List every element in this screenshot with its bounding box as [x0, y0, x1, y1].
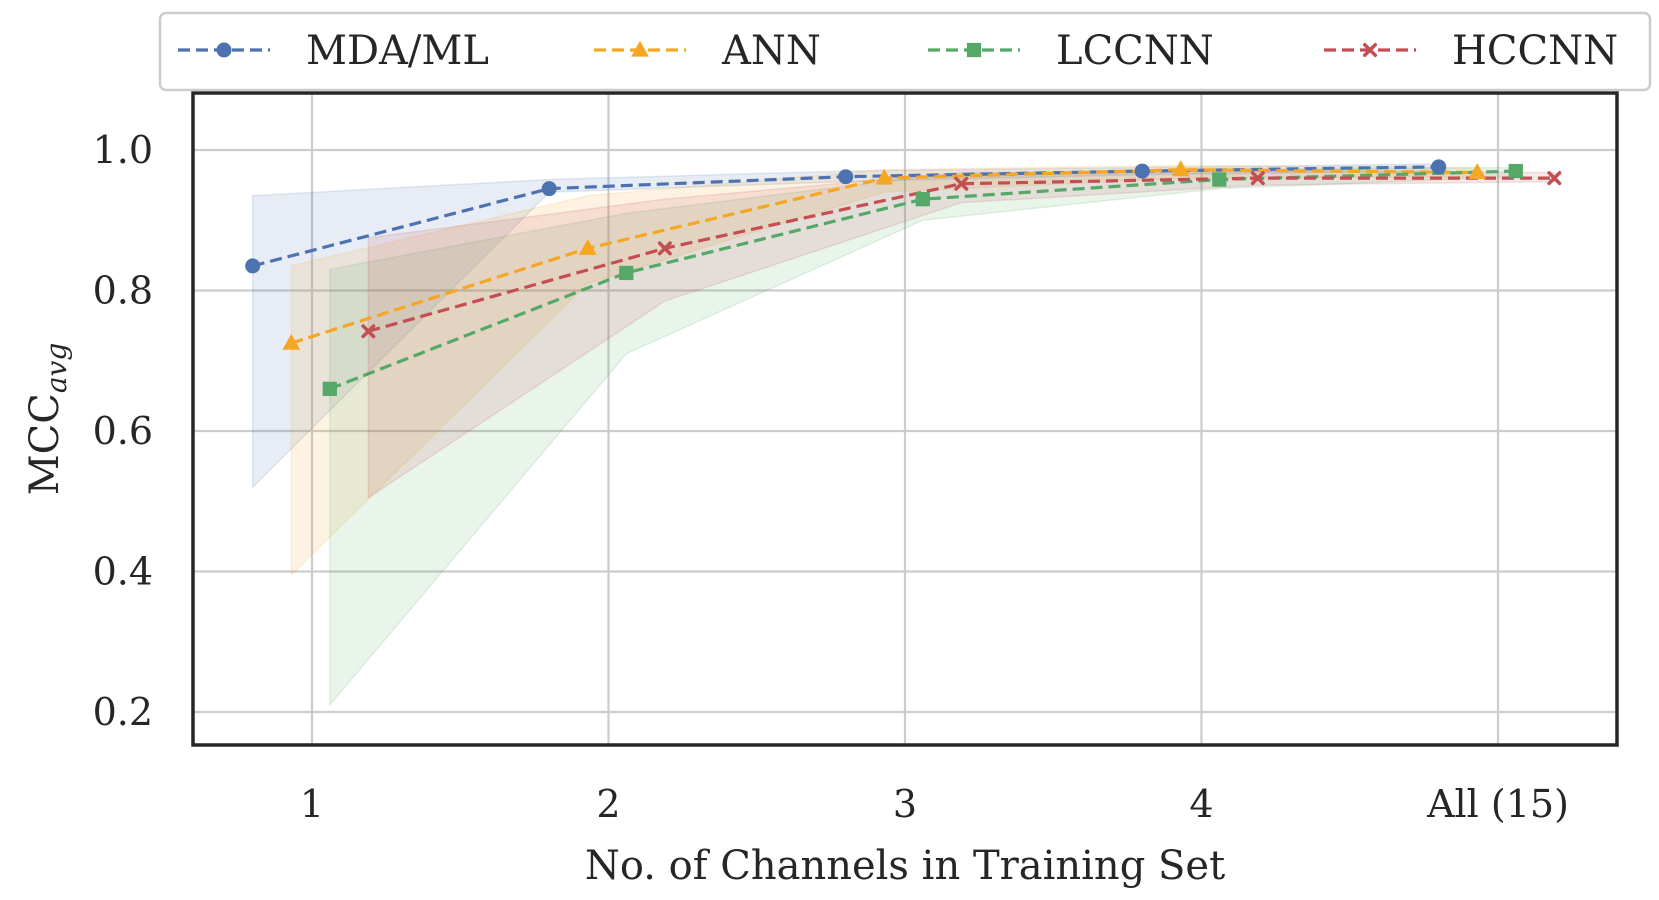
- legend-marker: [966, 42, 982, 58]
- hccnn-point: [1547, 171, 1562, 186]
- hccnn-point: [954, 176, 969, 191]
- ann-point: [1468, 163, 1487, 180]
- hccnn-point: [361, 324, 376, 339]
- legend-marker: [216, 42, 232, 58]
- legend-label: LCCNN: [1056, 28, 1214, 74]
- hccnn-point: [657, 241, 672, 256]
- hccnn-band: [367, 170, 1556, 500]
- lccnn-point: [322, 381, 337, 396]
- legend-box: [158, 11, 1652, 92]
- y-tick-labels: 0.2 0.4 0.6 0.8 1.0: [93, 128, 153, 734]
- y-axis-label: MCCavg: [22, 343, 73, 496]
- confidence-bands: [251, 163, 1556, 708]
- x-tick-label: 2: [596, 782, 620, 826]
- mda-ml-point: [1431, 159, 1447, 175]
- ann-point: [578, 238, 597, 255]
- legend-item-lccnn: LCCNN: [928, 28, 1214, 74]
- lccnn-point: [619, 265, 634, 281]
- legend: MDA/ML ANN LCCNN HCCNN: [158, 11, 1652, 92]
- lccnn-point: [1508, 163, 1523, 179]
- y-tick-label: 0.2: [93, 690, 153, 734]
- x-tick-label: All (15): [1426, 782, 1569, 826]
- legend-label: ANN: [721, 28, 821, 74]
- grid: [193, 93, 1617, 745]
- mda-ml-point: [838, 169, 854, 185]
- y-tick-label: 0.4: [93, 550, 153, 594]
- legend-item-mda-ml: MDA/ML: [178, 28, 489, 74]
- ann-point: [875, 168, 894, 185]
- ann-point: [282, 333, 301, 350]
- y-axis-label-main: MCC: [22, 393, 68, 495]
- x-tick-label: 3: [893, 782, 917, 826]
- ann-point: [1171, 160, 1190, 177]
- hccnn-point: [1250, 171, 1265, 186]
- y-axis-label-subscript: avg: [40, 343, 73, 393]
- y-tick-label: 0.8: [93, 269, 153, 313]
- mda-ml-point: [245, 258, 261, 274]
- y-tick-label: 0.6: [93, 409, 153, 453]
- hccnn-line: [367, 176, 1555, 333]
- x-tick-labels: 1 2 3 4 All (15): [300, 782, 1569, 826]
- x-tick-label: 4: [1189, 782, 1213, 826]
- lccnn-point: [915, 192, 930, 207]
- mda-ml-point: [541, 181, 557, 197]
- legend-item-ann: ANN: [594, 28, 821, 74]
- legend-marker: [631, 40, 649, 57]
- y-tick-label: 1.0: [93, 128, 153, 172]
- legend-label: HCCNN: [1452, 28, 1618, 74]
- legend-label: MDA/ML: [306, 28, 489, 74]
- mda-ml-point: [1134, 163, 1150, 179]
- series-markers: [245, 159, 1562, 396]
- x-axis-label: No. of Channels in Training Set: [585, 843, 1225, 889]
- plot-frame: [191, 91, 1619, 747]
- lccnn-point: [1212, 172, 1227, 187]
- legend-marker: [1363, 43, 1377, 57]
- x-tick-label: 1: [300, 782, 324, 826]
- legend-item-hccnn: HCCNN: [1324, 28, 1618, 74]
